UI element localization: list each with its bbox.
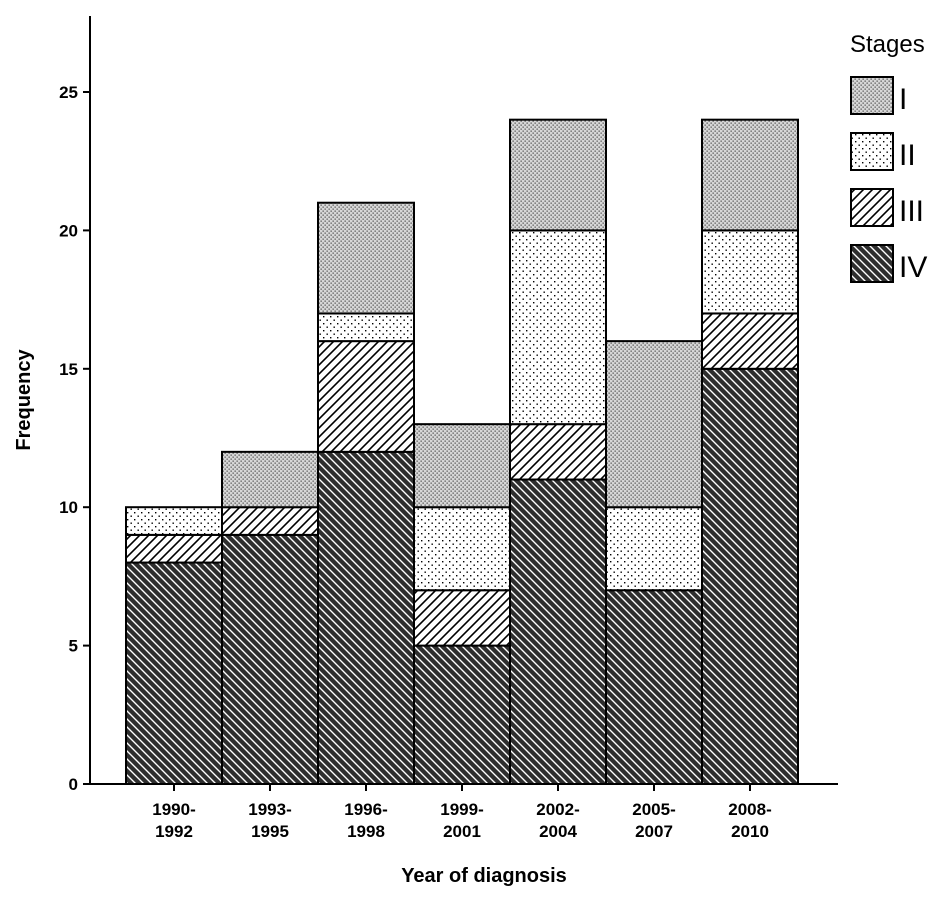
y-tick-label: 5 [69,637,78,656]
legend-label-stage-i: I [899,83,907,116]
bar-segment-stage-ii [605,506,703,592]
bar-segment-stage-iv [221,533,319,785]
bar-segment-stage-iii [413,589,511,647]
bars-group [125,118,799,785]
y-tick-label: 0 [69,775,78,794]
bar-segment-stage-i [317,201,415,315]
legend-swatch-stage-iii [850,188,894,227]
legend-swatch-stage-ii [850,132,894,171]
bar-segment-stage-i [509,118,607,232]
bar-segment-stage-ii [317,312,415,343]
x-tick-label: 1996-1998 [344,800,387,841]
legend-swatch-stage-i [850,76,894,115]
bar-segment-stage-i [701,118,799,232]
x-tick-label: 2008-2010 [728,800,771,841]
legend-swatch-stage-iv [850,244,894,283]
bar-segment-stage-ii [125,506,223,536]
bar-segment-stage-iv [509,478,607,785]
x-ticks-group: 1990-1992 1993-1995 1996-1998 1999-2001 2002… [152,784,772,841]
legend-label-stage-iv: IV [899,251,927,284]
bar-segment-stage-ii [413,506,511,592]
bar-segment-stage-iii [125,533,223,564]
bar-segment-stage-iii [317,340,415,453]
bar-segment-stage-iii [509,423,607,481]
legend-label-stage-ii: II [899,139,916,172]
y-tick-label: 25 [59,83,78,102]
y-ticks-group: 0 5 10 15 20 25 [59,83,90,794]
y-tick-label: 20 [59,221,78,240]
bar-segment-stage-iv [125,561,223,785]
legend-label-stage-iii: III [899,195,924,228]
x-tick-label: 2005-2007 [632,800,675,841]
bar-segment-stage-i [605,340,703,509]
y-axis-title: Frequency [13,349,35,451]
x-tick-label: 1990-1992 [152,800,195,841]
bar-segment-stage-iv [317,450,415,785]
x-tick-label: 1993-1995 [248,800,291,841]
y-tick-label: 15 [59,360,78,379]
bar-segment-stage-iv [413,644,511,785]
bar-segment-stage-iv [605,589,703,785]
x-axis-title: Year of diagnosis [401,865,567,887]
axes-group [89,16,838,785]
bar-segment-stage-i [221,450,319,509]
bar-segment-stage-iv [701,367,799,785]
bar-segment-stage-i [413,423,511,509]
x-tick-label: 2002-2004 [536,800,579,841]
x-tick-label: 1999-2001 [440,800,483,841]
y-tick-label: 10 [59,498,78,517]
bar-segment-stage-iii [221,506,319,536]
bar-segment-stage-iii [701,312,799,370]
bar-segment-stage-ii [701,229,799,315]
bar-segment-stage-ii [509,229,607,426]
legend-title: Stages [850,31,925,58]
